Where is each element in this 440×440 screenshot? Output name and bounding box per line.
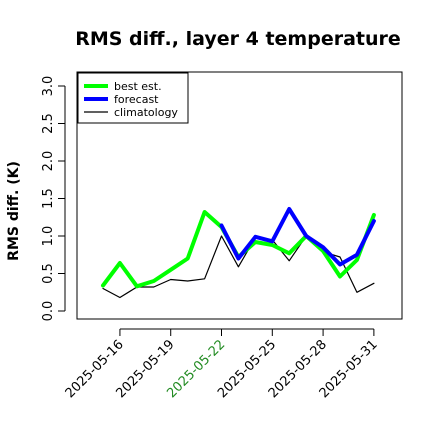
legend-label: climatology — [114, 106, 178, 119]
y-tick-label: 3.0 — [41, 76, 56, 97]
series-line — [219, 207, 376, 267]
series-forecast — [219, 207, 376, 267]
legend-label: forecast — [114, 93, 159, 106]
y-tick-label: 2.0 — [41, 151, 56, 172]
y-tick-label: 2.5 — [41, 113, 56, 134]
y-axis-label: RMS diff. (K) — [6, 161, 22, 261]
plot-frame — [76, 71, 403, 320]
y-tick-label: 1.0 — [41, 226, 56, 247]
series-best-est — [101, 210, 376, 289]
y-tick-label: 1.5 — [41, 188, 56, 209]
legend-label: best est. — [114, 80, 162, 93]
chart-title: RMS diff., layer 4 temperature — [75, 28, 401, 50]
series-line — [101, 210, 376, 289]
y-tick-label: 0.5 — [41, 263, 56, 284]
y-tick-label: 0.0 — [41, 301, 56, 322]
